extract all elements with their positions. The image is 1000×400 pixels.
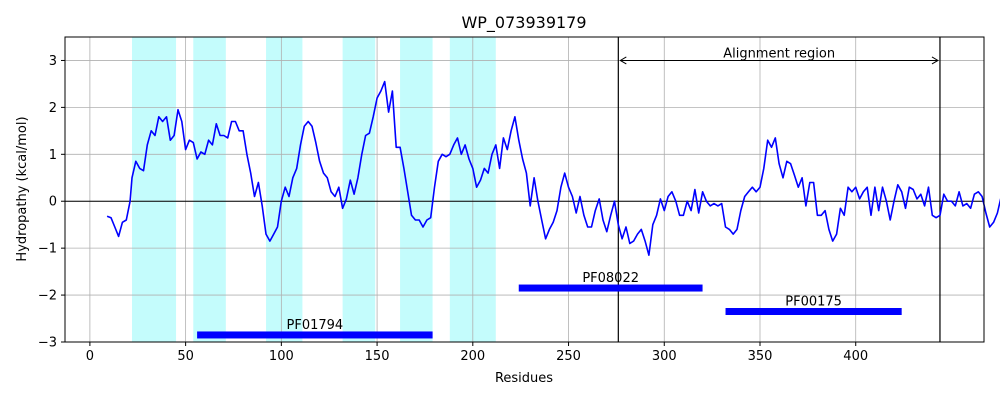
x-tick-label: 100: [269, 349, 294, 364]
y-tick-label: 1: [49, 148, 57, 163]
tm-region: [342, 37, 376, 342]
alignment-annotation: Alignment region: [619, 46, 939, 65]
y-tick-label: 2: [49, 101, 57, 116]
arrow-head-left: [619, 56, 627, 65]
domain-bar: [725, 308, 902, 315]
y-tick-label: −2: [38, 289, 57, 304]
axis-ticks: 0 50 100 150 200 250 300 350 400 −3 −2 −1 0 1 2 3: [38, 54, 868, 364]
tm-region: [132, 37, 177, 342]
arrow-head-right: [931, 56, 939, 65]
tm-shaded-regions: [132, 37, 496, 342]
plot-frame: [64, 36, 985, 343]
domain-bar: [518, 284, 703, 292]
tm-region: [193, 37, 226, 342]
tm-region: [400, 37, 433, 342]
y-axis-label: Hydropathy (kcal/mol): [15, 116, 30, 261]
x-tick-label: 350: [748, 349, 773, 364]
x-tick-label: 400: [843, 349, 868, 364]
annotation-label: Alignment region: [723, 46, 835, 61]
x-tick-label: 300: [652, 349, 677, 364]
domain-label: PF01794: [287, 318, 344, 333]
domain-label: PF08022: [582, 271, 639, 286]
x-axis-label: Residues: [495, 371, 553, 386]
y-tick-label: 0: [49, 195, 57, 210]
x-tick-label: 250: [556, 349, 581, 364]
y-tick-label: −3: [38, 336, 57, 351]
y-tick-label: 3: [49, 54, 57, 69]
x-tick-label: 50: [177, 349, 194, 364]
hydropathy-series-line: [106, 80, 1000, 256]
chart-title: WP_073939179: [461, 13, 586, 33]
x-tick-label: 0: [86, 349, 94, 364]
domain-bar: [197, 331, 433, 339]
domain-bars: PF01794 PF08022 PF00175: [197, 271, 902, 339]
y-tick-label: −1: [38, 242, 57, 257]
x-tick-label: 200: [460, 349, 485, 364]
x-tick-label: 150: [365, 349, 390, 364]
domain-label: PF00175: [785, 295, 842, 310]
series-layer: [106, 80, 1000, 256]
